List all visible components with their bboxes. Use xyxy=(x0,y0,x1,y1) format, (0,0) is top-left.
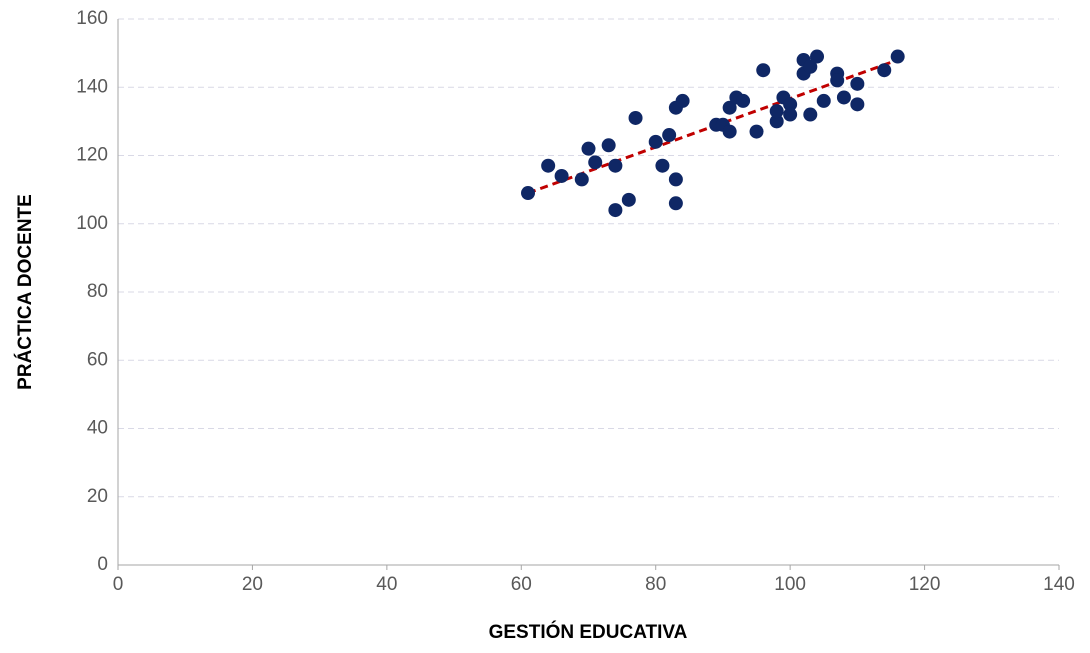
point xyxy=(722,100,737,115)
point xyxy=(783,107,798,122)
point xyxy=(850,97,865,112)
point xyxy=(756,63,771,78)
point xyxy=(749,124,764,139)
point xyxy=(554,168,569,183)
point xyxy=(890,49,905,64)
y-tick-label: 40 xyxy=(87,418,108,439)
point xyxy=(521,186,536,201)
point xyxy=(675,93,690,108)
point xyxy=(836,90,851,105)
point xyxy=(783,97,798,112)
y-tick-label: 60 xyxy=(87,349,108,370)
point xyxy=(608,203,623,218)
y-tick-label: 120 xyxy=(76,145,108,166)
point xyxy=(628,110,643,125)
y-tick-label: 20 xyxy=(87,486,108,507)
x-tick-label: 0 xyxy=(113,574,124,595)
point xyxy=(608,158,623,173)
y-tick-label: 100 xyxy=(76,213,108,234)
point xyxy=(662,128,677,143)
x-axis-title: GESTIÓN EDUCATIVA xyxy=(489,621,688,643)
point xyxy=(736,93,751,108)
x-tick-label: 140 xyxy=(1043,574,1075,595)
point xyxy=(601,138,616,153)
x-tick-label: 20 xyxy=(242,574,263,595)
x-tick-label: 40 xyxy=(376,574,397,595)
x-tick-label: 120 xyxy=(909,574,941,595)
x-tick-label: 80 xyxy=(645,574,666,595)
point xyxy=(877,63,892,78)
point xyxy=(621,192,636,207)
point xyxy=(574,172,589,187)
point xyxy=(541,158,556,173)
point xyxy=(655,158,670,173)
point xyxy=(769,104,784,119)
point xyxy=(803,59,818,74)
x-tick-label: 100 xyxy=(774,574,806,595)
point xyxy=(668,172,683,187)
point xyxy=(850,76,865,91)
point xyxy=(830,73,845,88)
point xyxy=(769,114,784,129)
y-axis-title: PRÁCTICA DOCENTE xyxy=(14,194,36,390)
y-tick-label: 80 xyxy=(87,281,108,302)
y-tick-label: 140 xyxy=(76,76,108,97)
point xyxy=(588,155,603,170)
point xyxy=(581,141,596,156)
y-tick-label: 160 xyxy=(76,8,108,29)
point xyxy=(816,93,831,108)
point xyxy=(803,107,818,122)
point xyxy=(810,49,825,64)
point xyxy=(648,134,663,149)
x-tick-label: 60 xyxy=(511,574,532,595)
y-tick-label: 0 xyxy=(97,554,108,575)
point xyxy=(722,124,737,139)
point xyxy=(668,196,683,211)
